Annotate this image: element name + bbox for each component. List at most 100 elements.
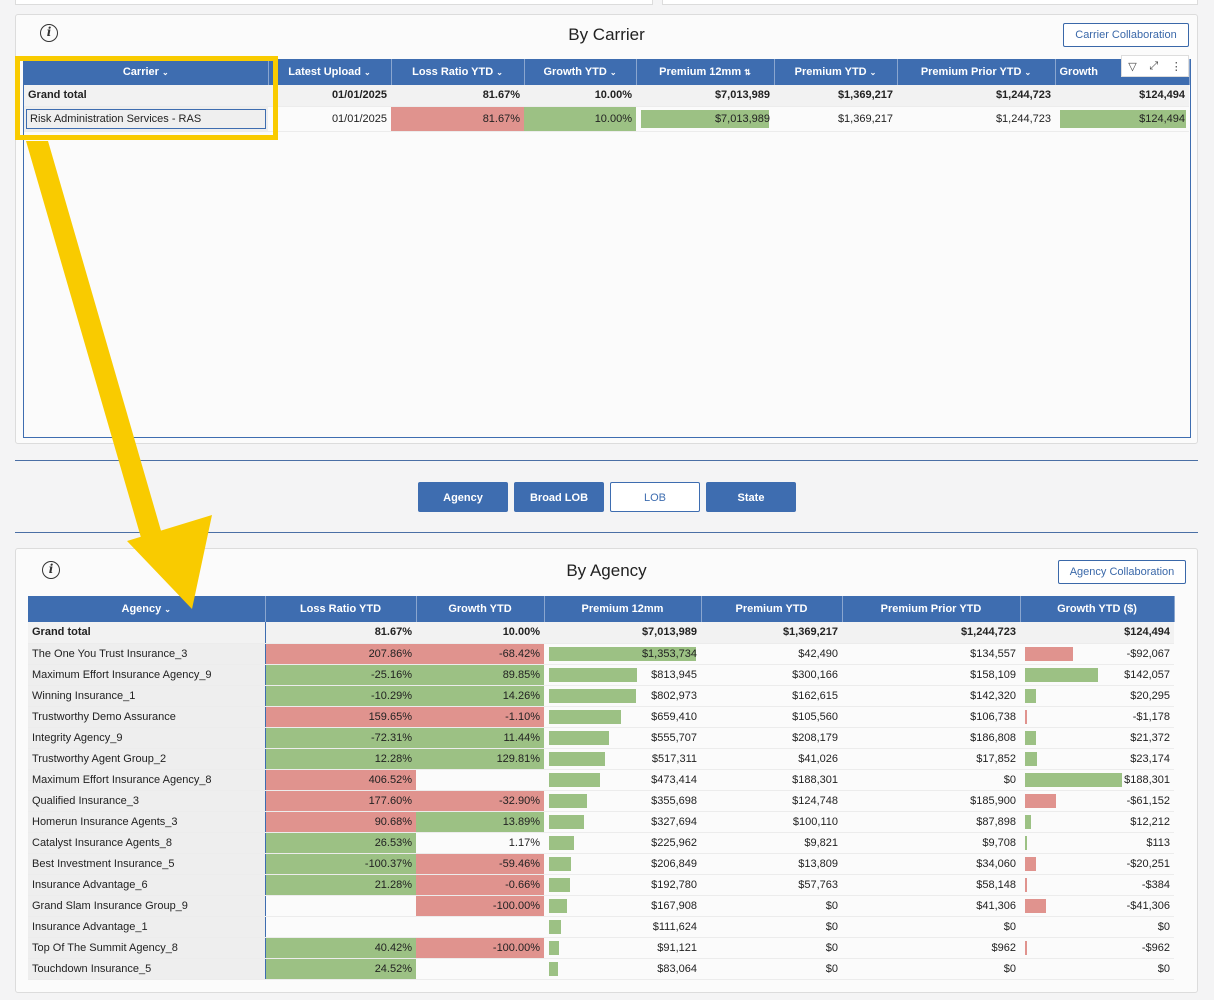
- table-row[interactable]: Catalyst Insurance Agents_8 26.53% 1.17% $2…: [28, 832, 1174, 854]
- col-header-premium-ytd[interactable]: Premium YTD ⌄: [774, 59, 898, 85]
- cell-growth: -59.46%: [416, 853, 544, 875]
- cell-gytd: $0: [1020, 958, 1174, 980]
- filter-icon[interactable]: ▽: [1128, 60, 1137, 73]
- agency-name[interactable]: Qualified Insurance_3: [28, 790, 265, 812]
- col-header-premium-prior-ytd[interactable]: Premium Prior YTD ⌄: [897, 59, 1056, 85]
- cell-pytd: $0: [701, 958, 842, 980]
- cell-p12: $206,849: [544, 853, 701, 875]
- table-row[interactable]: Risk Administration Services - RAS 01/01…: [24, 106, 1189, 132]
- agency-header-row: Agency ⌄ Loss Ratio YTD Growth YTD Premiu…: [28, 596, 1175, 622]
- col-header-carrier[interactable]: Carrier ⌄: [24, 59, 269, 85]
- broad-lob-button[interactable]: Broad LOB: [514, 482, 604, 512]
- info-icon[interactable]: i: [42, 561, 60, 579]
- state-button[interactable]: State: [706, 482, 796, 512]
- table-row[interactable]: Best Investment Insurance_5 -100.37% -59.4…: [28, 853, 1174, 875]
- table-row[interactable]: Grand Slam Insurance Group_9 -100.00% $167…: [28, 895, 1174, 917]
- agency-name[interactable]: Best Investment Insurance_5: [28, 853, 265, 875]
- agency-button[interactable]: Agency: [418, 482, 508, 512]
- col-header-premium-12mm[interactable]: Premium 12mm ⇅: [636, 59, 775, 85]
- agency-name[interactable]: Integrity Agency_9: [28, 727, 265, 749]
- cell-growth: 10.00%: [524, 106, 636, 132]
- table-row[interactable]: Insurance Advantage_6 21.28% -0.66% $192,78…: [28, 874, 1174, 896]
- table-row[interactable]: Touchdown Insurance_5 24.52% $83,064 $0 $0 $0: [28, 958, 1174, 980]
- agency-name[interactable]: Maximum Effort Insurance Agency_9: [28, 664, 265, 686]
- more-icon[interactable]: ⋮: [1170, 60, 1182, 73]
- cell-growth: 14.26%: [416, 685, 544, 707]
- top-panel-right-edge: [662, 0, 1198, 5]
- agency-name[interactable]: Winning Insurance_1: [28, 685, 265, 707]
- agency-name[interactable]: Grand Slam Insurance Group_9: [28, 895, 265, 917]
- cell-growth: 11.44%: [416, 727, 544, 749]
- cell-loss: 81.67%: [391, 106, 524, 132]
- p12-bar: [549, 835, 574, 850]
- cell-pprior: $0: [842, 958, 1020, 980]
- agency-name[interactable]: Homerun Insurance Agents_3: [28, 811, 265, 833]
- cell-pytd: $105,560: [701, 706, 842, 728]
- table-row[interactable]: Maximum Effort Insurance Agency_9 -25.16%…: [28, 664, 1174, 686]
- agency-name[interactable]: The One You Trust Insurance_3: [28, 643, 265, 665]
- gytd-bar: [1025, 814, 1031, 829]
- agency-name[interactable]: Insurance Advantage_1: [28, 916, 265, 938]
- cell-loss: 81.67%: [391, 85, 524, 107]
- table-row[interactable]: The One You Trust Insurance_3 207.86% -68.…: [28, 643, 1174, 665]
- carrier-name-cell[interactable]: Risk Administration Services - RAS: [24, 106, 268, 132]
- top-panel-left-edge: [15, 0, 653, 5]
- agency-name[interactable]: Trustworthy Demo Assurance: [28, 706, 265, 728]
- col-header-loss-ratio[interactable]: Loss Ratio YTD: [265, 596, 417, 622]
- col-header-premium-12mm[interactable]: Premium 12mm: [544, 596, 702, 622]
- table-row[interactable]: Trustworthy Demo Assurance 159.65% -1.10% $…: [28, 706, 1174, 728]
- table-row[interactable]: Insurance Advantage_1 $111,624 $0 $0 $0: [28, 916, 1174, 938]
- carrier-collaboration-button[interactable]: Carrier Collaboration: [1063, 23, 1189, 47]
- cell-pytd: $42,490: [701, 643, 842, 665]
- grand-total-row: Grand total 81.67% 10.00% $7,013,989 $1,…: [28, 622, 1174, 644]
- gytd-bar: [1025, 751, 1037, 766]
- agency-collaboration-button[interactable]: Agency Collaboration: [1058, 560, 1186, 584]
- col-header-growth-ytd[interactable]: Growth YTD ⌄: [524, 59, 637, 85]
- table-row[interactable]: Maximum Effort Insurance Agency_8 406.52%…: [28, 769, 1174, 791]
- cell-loss: 40.42%: [264, 937, 416, 959]
- cell-p12: $555,707: [544, 727, 701, 749]
- table-row[interactable]: Qualified Insurance_3 177.60% -32.90% $355,…: [28, 790, 1174, 812]
- cell-growth: -68.42%: [416, 643, 544, 665]
- agency-name[interactable]: Trustworthy Agent Group_2: [28, 748, 265, 770]
- visual-toolbar: ▽ ⤢ ⋮: [1121, 55, 1189, 77]
- cell-pprior: $34,060: [842, 853, 1020, 875]
- col-header-agency[interactable]: Agency ⌄: [28, 596, 266, 622]
- table-row[interactable]: Winning Insurance_1 -10.29% 14.26% $802,973…: [28, 685, 1174, 707]
- expand-icon[interactable]: ⤢: [1149, 59, 1159, 72]
- col-header-premium-ytd[interactable]: Premium YTD: [701, 596, 843, 622]
- table-row[interactable]: Integrity Agency_9 -72.31% 11.44% $555,707 $…: [28, 727, 1174, 749]
- cell-pprior: $134,557: [842, 643, 1020, 665]
- p12-bar: [549, 814, 584, 829]
- cell-pytd: $162,615: [701, 685, 842, 707]
- cell-p12: $659,410: [544, 706, 701, 728]
- agency-name[interactable]: Insurance Advantage_6: [28, 874, 265, 896]
- agency-name[interactable]: Maximum Effort Insurance Agency_8: [28, 769, 265, 791]
- col-header-latest-upload[interactable]: Latest Upload ⌄: [268, 59, 392, 85]
- table-row[interactable]: Top Of The Summit Agency_8 40.42% -100.00%…: [28, 937, 1174, 959]
- cell-pprior: $17,852: [842, 748, 1020, 770]
- cell-pprior: $142,320: [842, 685, 1020, 707]
- cell-gytd: $124,494: [1055, 85, 1189, 107]
- cell-p12: $225,962: [544, 832, 701, 854]
- col-header-premium-prior-ytd[interactable]: Premium Prior YTD: [842, 596, 1021, 622]
- col-header-growth-ytd-dollars[interactable]: Growth YTD ($): [1020, 596, 1175, 622]
- table-row[interactable]: Homerun Insurance Agents_3 90.68% 13.89% $3…: [28, 811, 1174, 833]
- lob-button[interactable]: LOB: [610, 482, 700, 512]
- cell-p12: $7,013,989: [544, 622, 701, 644]
- carrier-name[interactable]: Risk Administration Services - RAS: [26, 108, 266, 129]
- cell-p12: $167,908: [544, 895, 701, 917]
- cell-gytd: $142,057: [1020, 664, 1174, 686]
- agency-name[interactable]: Top Of The Summit Agency_8: [28, 937, 265, 959]
- col-header-growth-ytd[interactable]: Growth YTD: [416, 596, 545, 622]
- cell-gytd: -$384: [1020, 874, 1174, 896]
- col-header-loss-ratio[interactable]: Loss Ratio YTD ⌄: [391, 59, 525, 85]
- p12-bar: [549, 898, 567, 913]
- agency-name[interactable]: Touchdown Insurance_5: [28, 958, 265, 980]
- cell-growth: 1.17%: [416, 832, 544, 854]
- info-icon[interactable]: i: [40, 24, 58, 42]
- agency-name[interactable]: Catalyst Insurance Agents_8: [28, 832, 265, 854]
- cell-growth: -1.10%: [416, 706, 544, 728]
- cell-gytd: $20,295: [1020, 685, 1174, 707]
- table-row[interactable]: Trustworthy Agent Group_2 12.28% 129.81% $5…: [28, 748, 1174, 770]
